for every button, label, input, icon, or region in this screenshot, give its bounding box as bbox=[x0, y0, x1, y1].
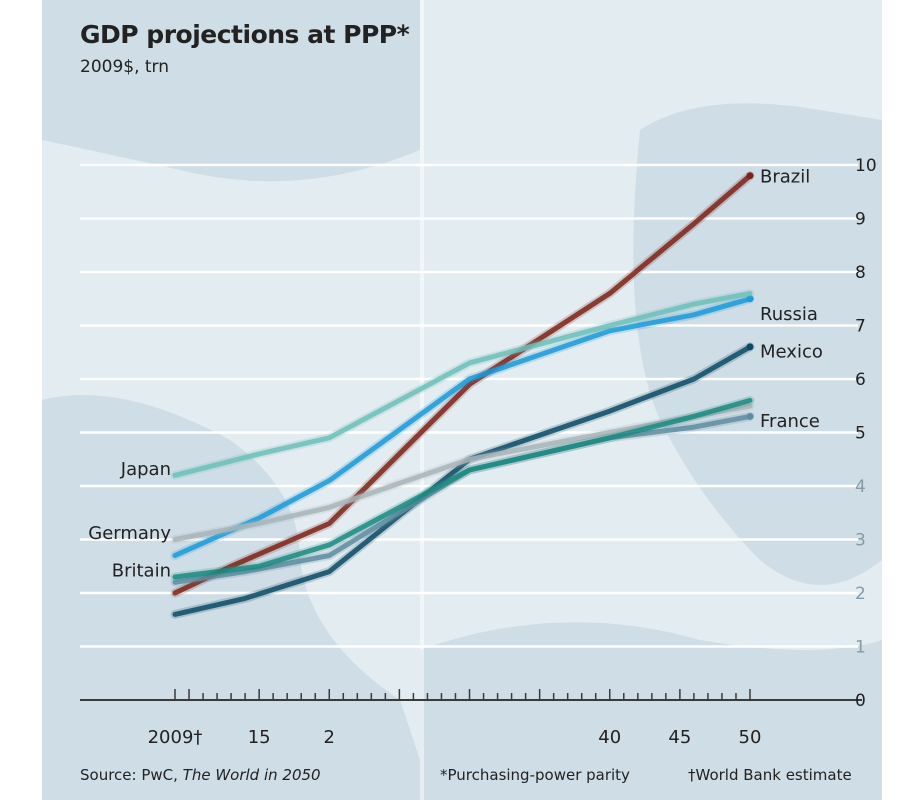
chart-title: GDP projections at PPP* bbox=[80, 20, 410, 49]
title-block: GDP projections at PPP* 2009$, trn bbox=[80, 20, 410, 77]
series-label-brazil: Brazil bbox=[760, 167, 810, 188]
series-line-brazil bbox=[172, 173, 753, 596]
y-tick-label: 3 bbox=[855, 531, 866, 551]
y-tick-labels: 0 1 2 3 4 5 6 7 8 9 10 bbox=[855, 156, 877, 711]
footer: Source: PwC, The World in 2050 *Purchasin… bbox=[80, 766, 852, 784]
series-line-britain bbox=[172, 397, 753, 580]
panel-seam bbox=[420, 0, 424, 800]
series-label-britain: Britain bbox=[112, 561, 171, 582]
blob-top-left bbox=[42, 0, 420, 182]
y-tick-label: 7 bbox=[855, 317, 866, 337]
x-tick-label: 45 bbox=[668, 727, 691, 748]
series-end-marker-mexico bbox=[746, 343, 754, 351]
footnote-ppp: *Purchasing-power parity bbox=[440, 766, 630, 784]
y-tick-label: 8 bbox=[855, 263, 866, 283]
series-end-marker-france bbox=[746, 412, 754, 420]
source-prefix: Source: PwC, bbox=[80, 766, 183, 784]
x-tick-label: 50 bbox=[739, 727, 762, 748]
series-lines bbox=[170, 171, 755, 619]
background-blobs bbox=[42, 0, 882, 800]
blob-bottom-right bbox=[420, 622, 882, 800]
y-tick-label: 10 bbox=[855, 156, 877, 176]
chart-subtitle: 2009$, trn bbox=[80, 57, 170, 77]
y-tick-label: 1 bbox=[855, 638, 866, 658]
x-tick-labels: 2009† 15 2 40 45 50 bbox=[148, 727, 762, 748]
y-tick-label: 2 bbox=[855, 584, 866, 604]
series-label-germany: Germany bbox=[88, 523, 171, 544]
series-line-japan bbox=[172, 290, 753, 478]
y-tick-label: 5 bbox=[855, 424, 866, 444]
source-note: Source: PwC, The World in 2050 bbox=[80, 766, 321, 784]
series-label-france: France bbox=[760, 411, 820, 432]
x-tick-label: 15 bbox=[248, 727, 271, 748]
source-title: The World in 2050 bbox=[183, 766, 321, 784]
x-tick-label: 2009† bbox=[148, 727, 203, 748]
series-labels: Brazil Russia Mexico France Japan Germany Brit… bbox=[88, 167, 823, 582]
y-tick-label: 6 bbox=[855, 370, 866, 390]
series-line-russia bbox=[172, 296, 753, 558]
x-axis bbox=[80, 689, 862, 701]
x-tick-label: 40 bbox=[598, 727, 621, 748]
y-tick-label: 4 bbox=[855, 477, 866, 497]
series-label-japan: Japan bbox=[120, 459, 171, 480]
series-end-marker-russia bbox=[746, 295, 754, 303]
x-tick-label: 2 bbox=[324, 727, 335, 748]
series-label-russia: Russia bbox=[760, 304, 818, 325]
series-label-mexico: Mexico bbox=[760, 341, 823, 362]
series-end-marker-brazil bbox=[746, 172, 754, 180]
footnote-world-bank: †World Bank estimate bbox=[688, 766, 852, 784]
blob-bottom-left bbox=[42, 395, 420, 800]
y-tick-label: 0 bbox=[855, 691, 866, 711]
y-tick-label: 9 bbox=[855, 210, 866, 230]
